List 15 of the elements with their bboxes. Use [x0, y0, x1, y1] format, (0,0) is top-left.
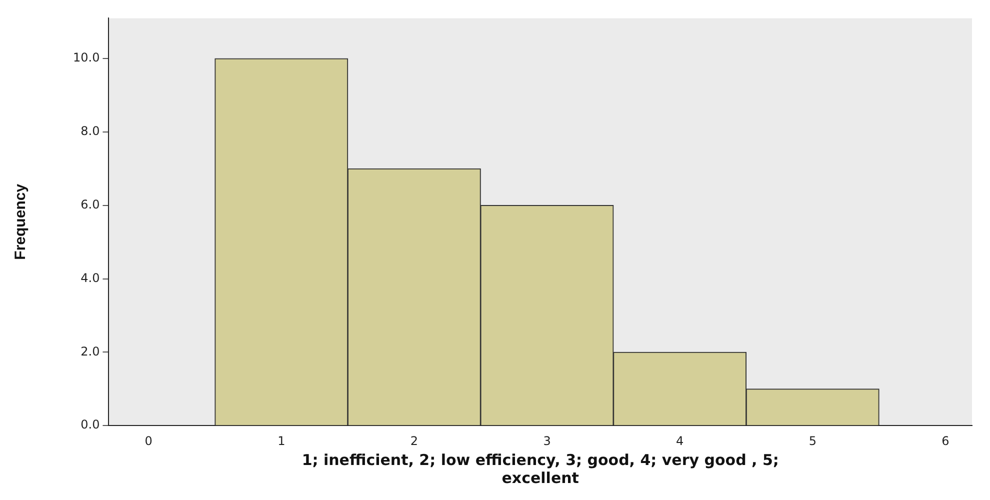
y-tick-label: 4.0: [80, 270, 100, 285]
x-tick-label: 6: [942, 434, 950, 448]
x-axis-title: 1; inefficient, 2; low efficiency, 3; good, 4; very good , 5; excellent: [302, 450, 779, 487]
y-tick-label: 10.0: [73, 50, 100, 65]
y-tick-label: 0.0: [80, 418, 100, 432]
y-tick-label: 6.0: [80, 198, 100, 212]
y-tick-label: 8.0: [80, 124, 100, 138]
x-tick-label: 5: [808, 434, 816, 448]
x-tick-label: 1: [278, 434, 286, 448]
y-tick-label: 2.0: [80, 344, 100, 358]
x-tick-label: 0: [144, 434, 152, 448]
x-tick-label: 2: [410, 434, 418, 448]
y-axis-title: Frequency: [12, 183, 30, 260]
x-tick-label: 3: [543, 434, 551, 448]
x-tick-label: 4: [676, 434, 684, 448]
